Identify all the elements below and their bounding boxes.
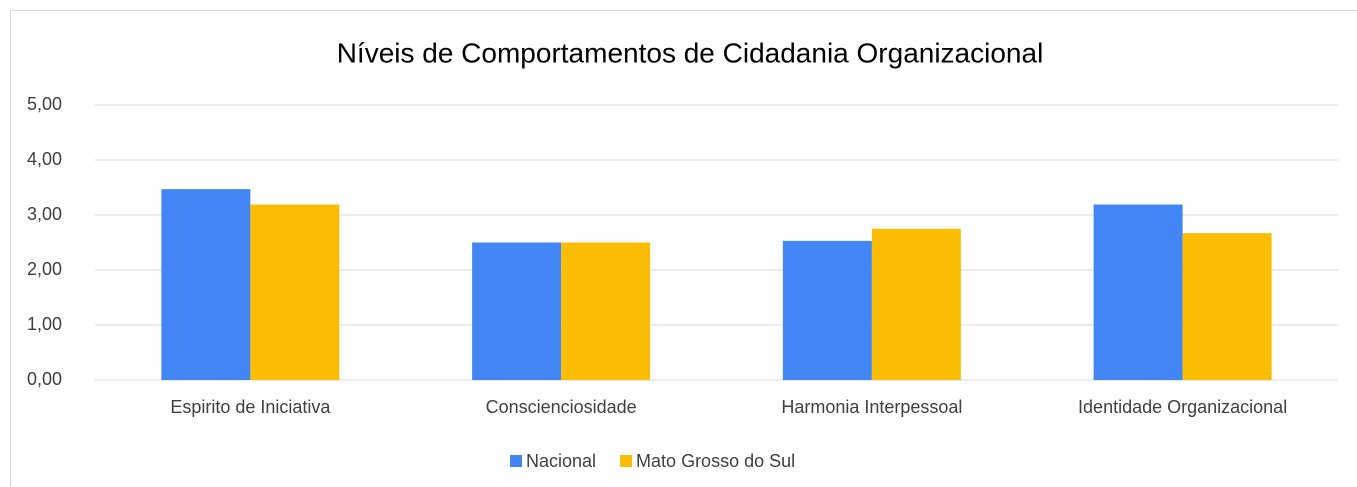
bar <box>871 228 961 380</box>
y-tick-label: 1,00 <box>27 314 62 334</box>
y-tick-label: 5,00 <box>27 94 62 114</box>
bar <box>161 189 251 380</box>
bar <box>561 242 651 380</box>
x-tick-label: Harmonia Interpessoal <box>781 397 962 417</box>
legend-swatch <box>510 455 522 467</box>
legend-label: Mato Grosso do Sul <box>636 451 795 471</box>
bar <box>782 240 872 380</box>
legend-label: Nacional <box>526 451 596 471</box>
y-tick-label: 4,00 <box>27 149 62 169</box>
chart-title: Níveis de Comportamentos de Cidadania Or… <box>337 37 1044 68</box>
bar <box>1093 204 1183 380</box>
bar <box>250 204 340 380</box>
y-tick-label: 0,00 <box>27 369 62 389</box>
legend-swatch <box>620 455 633 467</box>
y-tick-label: 2,00 <box>27 259 62 279</box>
y-tick-label: 3,00 <box>27 204 62 224</box>
bar <box>472 242 562 380</box>
x-tick-label: Conscienciosidade <box>486 397 637 417</box>
bar <box>1182 233 1272 380</box>
x-tick-label: Identidade Organizacional <box>1078 397 1287 417</box>
x-tick-label: Espirito de Iniciativa <box>170 397 331 417</box>
